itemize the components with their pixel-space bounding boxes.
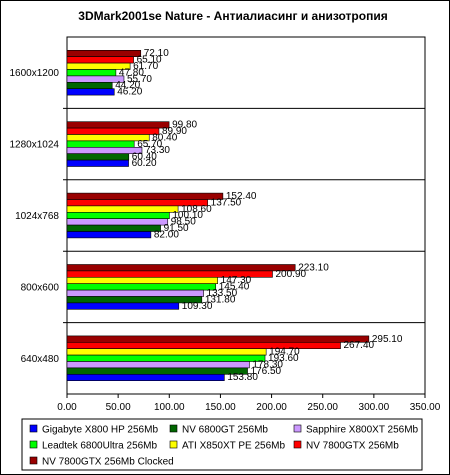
legend-label: Gigabyte X800 HP 256Mb: [42, 425, 158, 436]
bar: [66, 348, 267, 356]
legend-label: Sapphire X800XT 256Mb: [306, 425, 419, 436]
bar: [66, 82, 113, 90]
x-tick-label: 350.00: [410, 402, 441, 413]
legend-swatch: [293, 440, 302, 449]
x-tick-label: 50.00: [106, 402, 131, 413]
legend-label: NV 7800GTX 256Mb Clocked: [42, 457, 174, 468]
data-label: 91.50: [164, 223, 189, 234]
legend-label: NV 7800GTX 256Mb: [306, 441, 399, 452]
chart-title: 3DMark2001se Nature - Антиалиасинг и ани…: [78, 9, 387, 23]
category-label: 1024x768: [15, 211, 59, 222]
bar: [66, 283, 217, 291]
data-label: 145.40: [219, 282, 250, 293]
data-label: 147.30: [221, 275, 252, 286]
x-tick-label: 200.00: [256, 402, 287, 413]
data-label: 82.00: [154, 229, 179, 240]
legend-swatch: [169, 424, 178, 433]
bar: [66, 335, 370, 343]
bar: [66, 49, 142, 57]
bar: [66, 289, 204, 297]
data-label: 61.70: [133, 61, 158, 72]
data-label: 60.40: [132, 152, 157, 163]
bar: [66, 69, 117, 77]
data-label: 44.20: [115, 80, 140, 91]
bar: [66, 121, 170, 129]
data-label: 73.30: [145, 145, 170, 156]
x-tick-label: 300.00: [359, 402, 390, 413]
legend: Gigabyte X800 HP 256Mb NV 6800GT 256Mb Sap…: [21, 418, 423, 471]
data-label: 65.70: [137, 139, 162, 150]
legend-swatch: [293, 424, 302, 433]
legend-label: NV 6800GT 256Mb: [182, 425, 268, 436]
bar: [66, 354, 266, 362]
plot-area: 1600x1200 72.1065.1061.7047.8055.7044.204…: [10, 36, 441, 413]
bar: [66, 264, 296, 272]
data-label: 223.10: [298, 262, 329, 273]
data-label: 153.80: [227, 372, 258, 383]
legend-swatch: [169, 440, 178, 449]
bar: [66, 373, 225, 381]
bar: [66, 361, 250, 369]
bar: [66, 153, 130, 161]
data-label: 131.80: [205, 294, 236, 305]
bar: [66, 192, 224, 200]
data-label: 194.70: [269, 347, 300, 358]
bar: [66, 224, 161, 232]
data-label: 72.10: [144, 48, 169, 59]
bar: [66, 159, 129, 167]
data-label: 55.70: [127, 74, 152, 85]
data-label: 80.40: [152, 132, 177, 143]
x-tick-label: 250.00: [307, 402, 338, 413]
bar: [66, 127, 160, 135]
bar: [66, 140, 135, 148]
data-label: 108.60: [181, 204, 212, 215]
data-label: 295.10: [372, 334, 403, 345]
legend-label: ATI X850XT PE 256Mb: [182, 441, 285, 452]
x-tick-label: 0.00: [57, 402, 77, 413]
data-label: 133.50: [207, 288, 238, 299]
data-label: 137.50: [211, 197, 242, 208]
category-label: 800x600: [21, 282, 60, 293]
bar: [66, 367, 248, 375]
data-label: 46.20: [117, 87, 142, 98]
legend-label: Leadtek 6800Ultra 256Mb: [42, 441, 158, 452]
x-tick-label: 100.00: [154, 402, 185, 413]
data-label: 89.90: [162, 126, 187, 137]
legend-box: [21, 418, 423, 471]
data-label: 109.30: [182, 301, 213, 312]
bar: [66, 56, 134, 64]
data-label: 152.40: [226, 191, 257, 202]
legend-swatch: [29, 440, 38, 449]
legend-swatch: [29, 456, 38, 465]
x-tick-label: 150.00: [205, 402, 236, 413]
category-label: 640x480: [21, 354, 60, 365]
category-label: 1280x1024: [10, 140, 60, 151]
data-label: 178.30: [252, 359, 283, 370]
bar: [66, 218, 169, 226]
data-label: 193.60: [268, 353, 299, 364]
data-label: 98.50: [171, 217, 196, 228]
data-label: 200.90: [275, 269, 306, 280]
category-label: 1600x1200: [10, 68, 60, 79]
legend-swatch: [29, 424, 38, 433]
data-label: 65.10: [137, 55, 162, 66]
data-label: 60.20: [132, 158, 157, 169]
bar: [66, 147, 143, 155]
data-label: 176.50: [251, 366, 282, 377]
bar: [66, 205, 179, 213]
bar: [66, 231, 152, 239]
data-label: 100.10: [172, 210, 203, 221]
bar: [66, 276, 218, 284]
data-label: 47.80: [119, 67, 144, 78]
bar: [66, 212, 170, 220]
bar: [66, 302, 180, 310]
data-label: 267.40: [344, 340, 375, 351]
bar: [66, 88, 115, 96]
data-label: 99.80: [172, 120, 197, 131]
